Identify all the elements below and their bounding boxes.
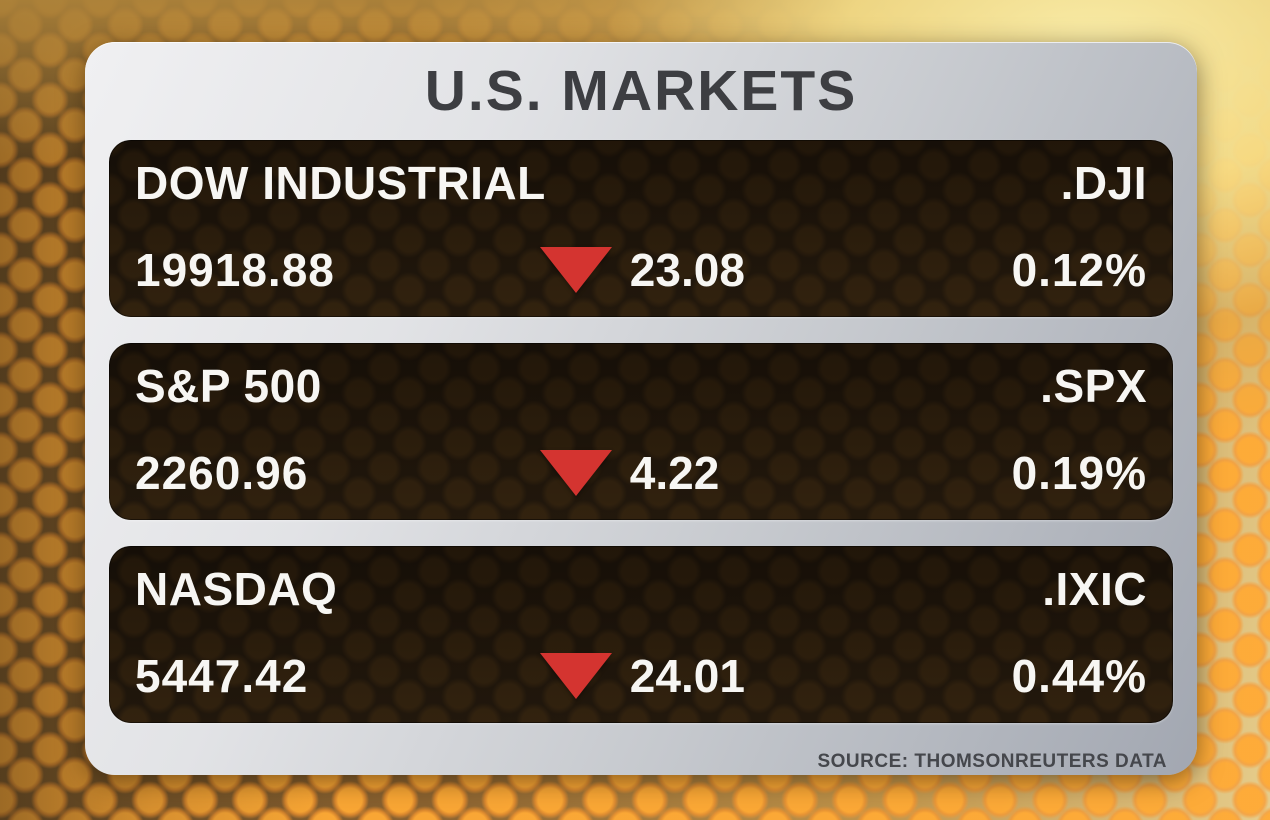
market-change-pct: 0.12% <box>1011 244 1147 296</box>
market-last-value: 5447.42 <box>135 650 309 702</box>
market-name: DOW INDUSTRIAL <box>135 157 546 209</box>
source-attribution: SOURCE: THOMSONREUTERS DATA <box>817 751 1167 772</box>
market-change: 23.08 <box>629 244 745 296</box>
market-row-nasdaq: NASDAQ .IXIC 5447.42 24.01 0.44% <box>109 546 1173 723</box>
down-arrow-icon <box>539 450 612 496</box>
market-symbol: .IXIC <box>1042 563 1147 615</box>
board-title: U.S. MARKETS <box>424 59 858 123</box>
market-name: S&P 500 <box>135 360 322 412</box>
market-last-value: 2260.96 <box>135 447 309 499</box>
market-symbol: .SPX <box>1040 360 1147 412</box>
market-change-pct: 0.44% <box>1011 650 1147 702</box>
market-name: NASDAQ <box>135 563 338 615</box>
markets-board: U.S. MARKETS DOW INDUSTRIAL .DJI 19918.8… <box>85 42 1197 775</box>
market-row-bottom-line: 2260.96 4.22 0.19% <box>135 446 1147 500</box>
market-change-group: 4.22 <box>539 446 720 500</box>
down-arrow-icon <box>539 247 612 293</box>
down-arrow-icon <box>539 653 612 699</box>
market-last-value: 19918.88 <box>135 244 335 296</box>
market-row-bottom-line: 5447.42 24.01 0.44% <box>135 649 1147 703</box>
market-symbol: .DJI <box>1060 157 1147 209</box>
market-row-dow: DOW INDUSTRIAL .DJI 19918.88 23.08 0.12% <box>109 140 1173 317</box>
market-change-group: 23.08 <box>539 243 745 297</box>
market-change-group: 24.01 <box>539 649 745 703</box>
market-change: 24.01 <box>629 650 745 702</box>
market-change-pct: 0.19% <box>1011 447 1147 499</box>
market-row-top-line: S&P 500 .SPX <box>135 359 1147 413</box>
market-row-bottom-line: 19918.88 23.08 0.12% <box>135 243 1147 297</box>
market-row-top-line: DOW INDUSTRIAL .DJI <box>135 156 1147 210</box>
market-row-sp500: S&P 500 .SPX 2260.96 4.22 0.19% <box>109 343 1173 520</box>
market-change: 4.22 <box>629 447 720 499</box>
market-row-top-line: NASDAQ .IXIC <box>135 562 1147 616</box>
